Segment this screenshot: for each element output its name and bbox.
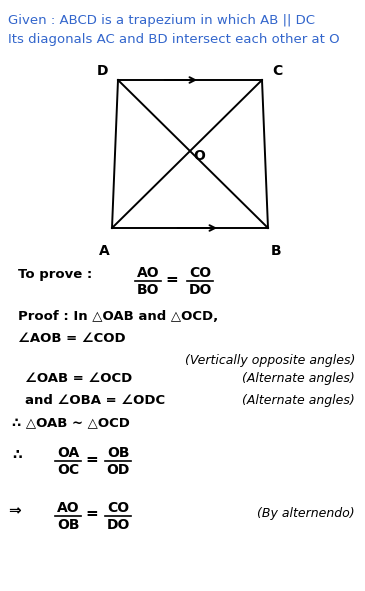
Text: AO: AO xyxy=(137,266,159,280)
Text: (Vertically opposite angles): (Vertically opposite angles) xyxy=(185,354,355,367)
Text: ⇒: ⇒ xyxy=(8,503,21,518)
Text: ∴ △OAB ~ △OCD: ∴ △OAB ~ △OCD xyxy=(12,416,130,429)
Text: (By alternendo): (By alternendo) xyxy=(257,508,355,521)
Text: DO: DO xyxy=(188,283,212,297)
Text: B: B xyxy=(271,244,281,258)
Text: CO: CO xyxy=(189,266,211,280)
Text: OB: OB xyxy=(57,518,79,532)
Text: =: = xyxy=(86,452,99,466)
Text: BO: BO xyxy=(137,283,159,297)
Text: CO: CO xyxy=(107,501,129,515)
Text: AO: AO xyxy=(57,501,79,515)
Text: ∠AOB = ∠COD: ∠AOB = ∠COD xyxy=(18,332,126,345)
Text: O: O xyxy=(193,149,205,163)
Text: =: = xyxy=(166,271,178,287)
Text: DO: DO xyxy=(106,518,130,532)
Text: D: D xyxy=(96,64,108,78)
Text: OC: OC xyxy=(57,463,79,477)
Text: (Alternate angles): (Alternate angles) xyxy=(242,394,355,407)
Text: A: A xyxy=(99,244,110,258)
Text: Its diagonals AC and BD intersect each other at O: Its diagonals AC and BD intersect each o… xyxy=(8,33,339,46)
Text: and ∠OBA = ∠ODC: and ∠OBA = ∠ODC xyxy=(25,394,165,407)
Text: To prove :: To prove : xyxy=(18,268,92,281)
Text: Given : ABCD is a trapezium in which AB || DC: Given : ABCD is a trapezium in which AB … xyxy=(8,14,315,27)
Text: Proof : In △OAB and △OCD,: Proof : In △OAB and △OCD, xyxy=(18,310,218,323)
Text: OD: OD xyxy=(106,463,130,477)
Text: OB: OB xyxy=(107,446,129,460)
Text: OA: OA xyxy=(57,446,79,460)
Text: (Alternate angles): (Alternate angles) xyxy=(242,372,355,385)
Text: C: C xyxy=(272,64,282,78)
Text: ∴: ∴ xyxy=(12,448,22,462)
Text: =: = xyxy=(86,506,99,521)
Text: ∠OAB = ∠OCD: ∠OAB = ∠OCD xyxy=(25,372,132,385)
